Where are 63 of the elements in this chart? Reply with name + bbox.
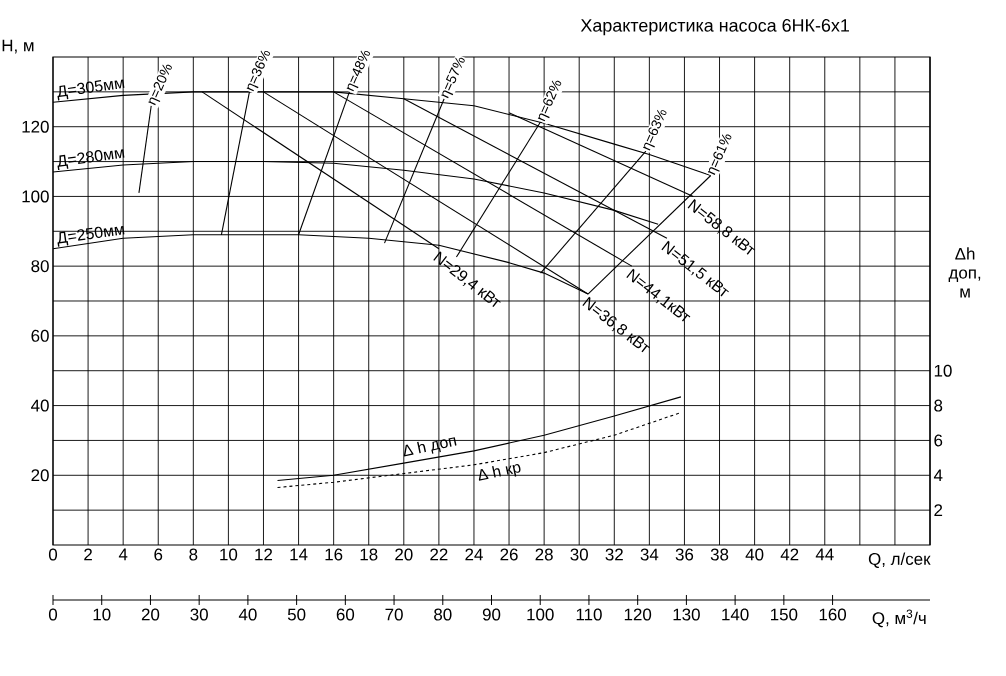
x-tick-label: 8 [189, 548, 198, 561]
x2-tick-label: 130 [673, 608, 700, 621]
x-tick-label: 16 [325, 548, 343, 561]
x-tick-label: 28 [535, 548, 553, 561]
y-tick-label: 120 [22, 120, 49, 133]
x-tick-label: 26 [500, 548, 518, 561]
text: Д=250мм [57, 225, 125, 247]
x-tick-label: 24 [465, 548, 483, 561]
x-tick-label: 18 [360, 548, 378, 561]
y2-tick-label: 10 [934, 364, 952, 377]
x-tick-label: 10 [220, 548, 238, 561]
x-tick-label: 30 [570, 548, 588, 561]
y2-tick-label: 2 [934, 504, 943, 517]
x-tick-label: 34 [640, 548, 659, 561]
x2-tick-label: 90 [482, 608, 501, 621]
x2-tick-label: 120 [624, 608, 652, 621]
x-tick-label: 6 [154, 548, 163, 561]
text: Д=280мм [57, 149, 125, 171]
y2-tick-label: 6 [934, 434, 943, 447]
y2-tick-label: 8 [934, 399, 943, 412]
x-tick-label: 22 [430, 548, 448, 561]
x2-tick-label: 70 [385, 608, 403, 621]
x2-tick-label: 80 [434, 608, 452, 621]
x2-tick-label: 40 [238, 608, 257, 621]
x2-tick-label: 60 [336, 608, 355, 621]
x2-tick-label: 10 [93, 608, 111, 621]
x-axis-title: Q, л/сек [868, 552, 931, 568]
y2-tick-label: 4 [933, 469, 943, 482]
x-tick-label: 4 [118, 548, 128, 561]
x2-tick-label: 50 [287, 608, 306, 621]
y-tick-label: 20 [31, 469, 49, 482]
y-tick-label: 100 [22, 190, 49, 203]
x2-axis-title: Q, м$^{3}$/ч [872, 609, 926, 628]
y2-axis-title: Δh доп, м [948, 247, 981, 298]
x-tick-label: 32 [605, 548, 623, 561]
x2-tick-label: 140 [722, 608, 749, 621]
y-tick-label: 80 [31, 260, 49, 273]
x2-tick-label: 20 [141, 608, 160, 621]
x2-tick-label: 100 [527, 608, 554, 621]
text: Д=305мм [57, 79, 125, 101]
x2-tick-label: 150 [771, 608, 798, 621]
x2-tick-label: 110 [576, 608, 602, 621]
x-tick-label: 44 [815, 548, 834, 561]
x-tick-label: 12 [255, 548, 273, 561]
text: Δ h доп [403, 437, 457, 457]
x2-tick-label: 0 [48, 608, 58, 621]
text: η=62% [537, 80, 562, 122]
text: η=36% [246, 50, 271, 92]
y-axis-title: H, м [2, 39, 34, 54]
x2-tick-label: 30 [190, 608, 208, 621]
y-tick-label: 60 [31, 329, 49, 342]
x-tick-label: 38 [710, 548, 729, 561]
x-tick-label: 14 [290, 548, 308, 561]
y-tick-label: 40 [31, 399, 49, 412]
x-tick-label: 36 [675, 548, 694, 561]
x2-tick-label: 160 [819, 608, 847, 621]
text: Δ h кр [478, 464, 521, 481]
chart-title: Характеристика насоса 6НК-6х1 [580, 19, 849, 36]
x-tick-label: 40 [745, 548, 764, 561]
x-tick-label: 2 [84, 548, 92, 561]
x-tick-label: 42 [780, 548, 799, 561]
x-tick-label: 0 [48, 548, 58, 561]
x-tick-label: 20 [395, 548, 413, 561]
